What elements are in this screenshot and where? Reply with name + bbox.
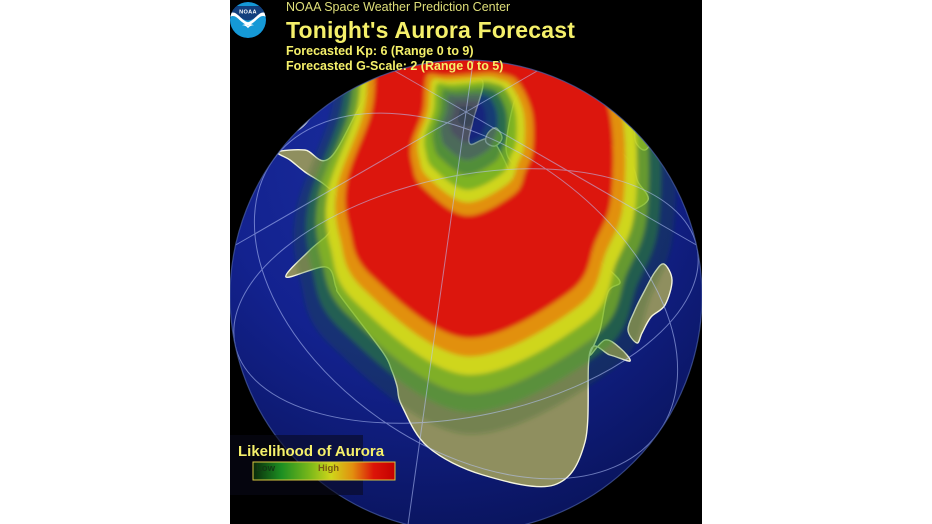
svg-text:High: High [318, 463, 339, 474]
svg-text:Likelihood of Aurora: Likelihood of Aurora [238, 443, 385, 460]
svg-text:Low: Low [256, 463, 276, 474]
svg-text:NOAA: NOAA [239, 10, 257, 16]
